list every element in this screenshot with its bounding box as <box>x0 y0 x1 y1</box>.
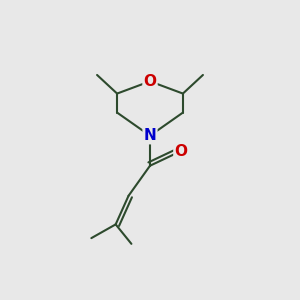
Text: O: O <box>143 74 157 89</box>
Text: N: N <box>144 128 156 143</box>
Text: O: O <box>174 144 188 159</box>
